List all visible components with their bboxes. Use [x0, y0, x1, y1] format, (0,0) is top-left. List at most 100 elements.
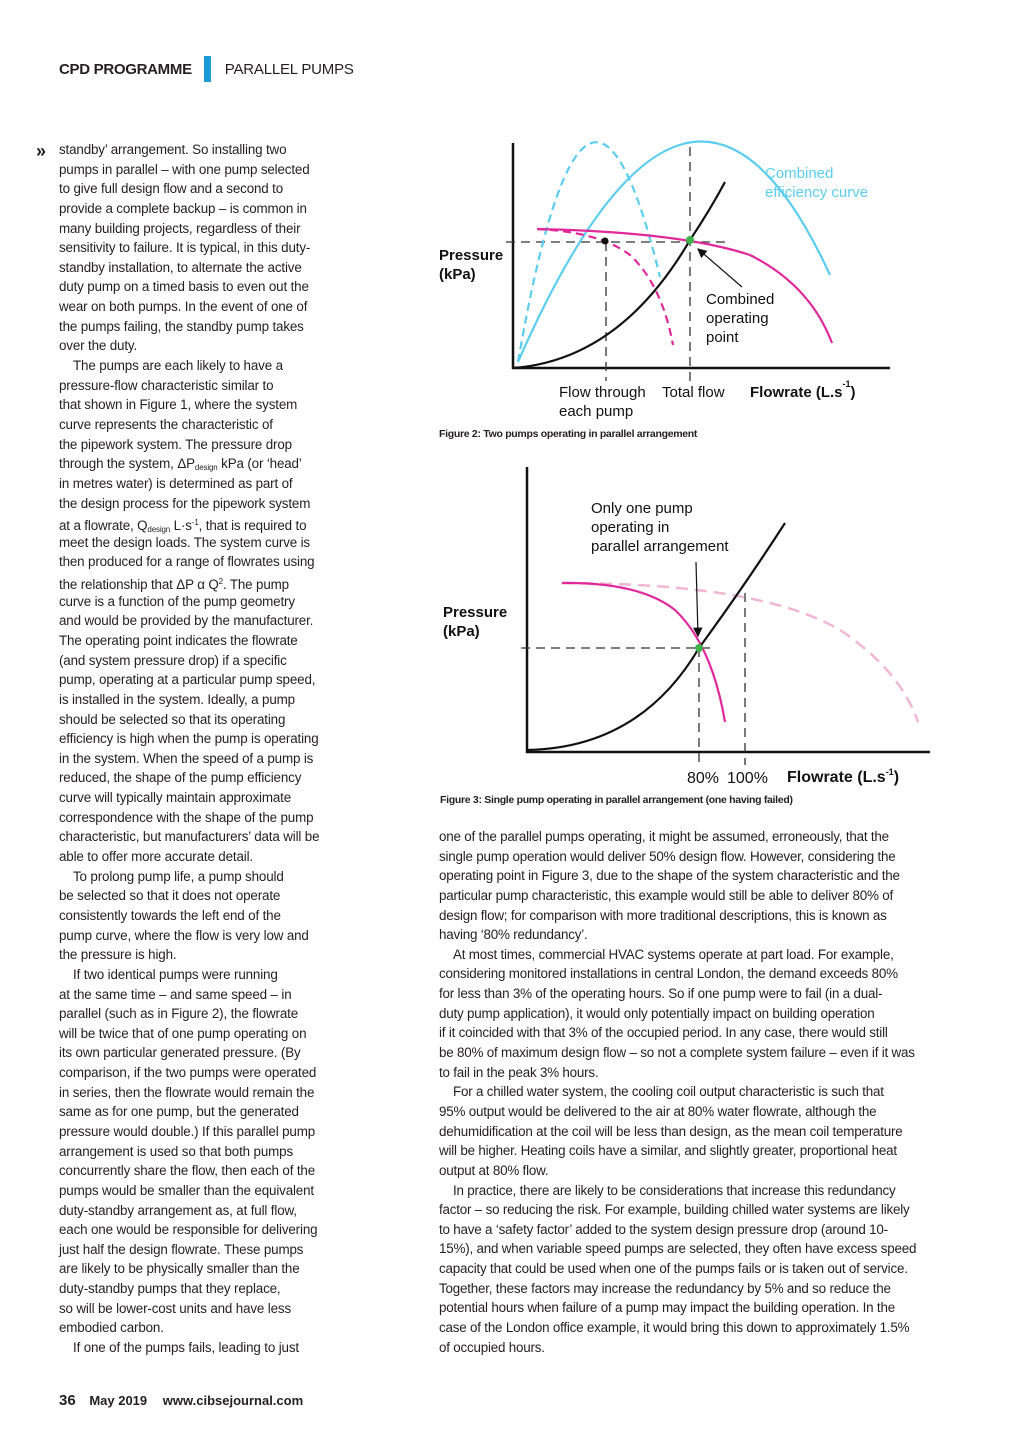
- figure-2-caption: Figure 2: Two pumps operating in paralle…: [439, 428, 698, 440]
- text-fragment: at a flowrate, Q: [59, 518, 148, 534]
- text-fragment: sensitivity to failure. It is typical, i…: [59, 240, 311, 256]
- text-fragment: efficiency is high when the pump is oper…: [59, 731, 319, 747]
- section-label: CPD PROGRAMME: [59, 60, 192, 78]
- text-line: If one of the pumps fails, leading to ju…: [73, 1338, 299, 1357]
- text-fragment: characteristic, but manufacturers’ data …: [59, 829, 320, 845]
- text-line: duty-standby pumps that they replace,: [59, 1279, 281, 1298]
- text-fragment: if it coincided with that 3% of the occu…: [439, 1025, 888, 1041]
- text-fragment: embodied carbon.: [59, 1320, 164, 1336]
- text-fragment: (and system pressure drop) if a specific: [59, 652, 287, 668]
- text-fragment: To prolong pump life, a pump should: [73, 868, 284, 884]
- combined-pump-curve: [536, 227, 834, 344]
- text-fragment: operating point in Figure 3, due to the …: [439, 868, 900, 884]
- text-fragment: for less than 3% of the operating hours.…: [439, 986, 883, 1002]
- text-line: to fail in the peak 3% hours.: [439, 1063, 599, 1082]
- figure-3-caption: Figure 3: Single pump operating in paral…: [440, 794, 793, 806]
- text-fragment: In practice, there are likely to be cons…: [453, 1182, 896, 1198]
- text-line: single pump operation would deliver 50% …: [439, 847, 896, 866]
- text-line: dehumidification at the coil will be les…: [439, 1122, 903, 1141]
- website-link[interactable]: www.cibsejournal.com: [162, 1393, 304, 1408]
- text-line: design flow; for comparison with more tr…: [439, 906, 887, 925]
- text-line: meet the design loads. The system curve …: [59, 533, 310, 552]
- text-line: 15%), and when variable speed pumps are …: [439, 1239, 916, 1258]
- text-line: the pumps failing, the standby pump take…: [59, 317, 304, 336]
- single-pump-point: [601, 237, 609, 245]
- page-footer: 36 May 2019 www.cibsejournal.com: [59, 1392, 303, 1409]
- text-fragment: The pumps are each likely to have a: [73, 358, 283, 374]
- text-fragment: be 80% of maximum design flow – so not a…: [439, 1045, 915, 1061]
- text-line: For a chilled water system, the cooling …: [453, 1082, 884, 1101]
- annotation-label: Only one pump operating in parallel arrang…: [591, 500, 729, 555]
- text-line: if it coincided with that 3% of the occu…: [439, 1023, 888, 1042]
- tick-100: 100%: [727, 770, 768, 787]
- text-line: consistently towards the left end of the: [59, 906, 281, 925]
- text-line: pressure-flow characteristic similar to: [59, 376, 274, 395]
- single-pump-efficiency-curve: [516, 141, 662, 363]
- text-line: many building projects, regardless of th…: [59, 219, 301, 238]
- text-fragment: factor – so reducing the risk. For examp…: [439, 1202, 910, 1218]
- text-fragment: capacity that could be used when one of …: [439, 1261, 908, 1277]
- text-fragment: one of the parallel pumps operating, it …: [439, 829, 889, 844]
- text-fragment: so will be lower-cost units and have les…: [59, 1300, 292, 1316]
- text-line: pressure would double.) If this parallel…: [59, 1122, 315, 1141]
- text-line: so will be lower-cost units and have les…: [59, 1299, 291, 1318]
- text-fragment: each one would be responsible for delive…: [59, 1222, 318, 1238]
- text-line: the pipework system. The pressure drop: [59, 435, 292, 454]
- text-fragment: pressure would double.) If this parallel…: [59, 1124, 315, 1139]
- tick-80: 80%: [687, 770, 719, 787]
- text-fragment: . The pump: [222, 577, 289, 593]
- text-line: at the same time – and same speed – in: [59, 985, 292, 1004]
- text-line: its own particular generated pressure. (…: [59, 1043, 301, 1062]
- text-fragment: The operating point indicates the flowra…: [59, 633, 298, 648]
- text-line: curve will typically maintain approximat…: [59, 788, 291, 807]
- text-fragment: in the system. When the speed of a pump …: [59, 750, 314, 766]
- text-fragment: is installed in the system. Ideally, a p…: [59, 691, 295, 707]
- text-fragment: its own particular generated pressure. (…: [59, 1045, 301, 1061]
- text-fragment: through the system, ΔP: [59, 456, 195, 472]
- text-line: in series, then the flowrate would remai…: [59, 1083, 314, 1102]
- annotation-arrow: [692, 561, 703, 638]
- text-line: be selected so that it does not operate: [59, 886, 280, 905]
- single-pump-operating-point: [695, 644, 703, 652]
- text-line: comparison, if the two pumps were operat…: [59, 1063, 316, 1082]
- text-fragment: are likely to be physically smaller than…: [59, 1261, 300, 1277]
- text-line: standby installation, to alternate the a…: [59, 258, 302, 277]
- text-fragment: the pumps failing, the standby pump take…: [59, 318, 304, 334]
- text-fragment: wear on both pumps. In the event of one …: [59, 299, 308, 315]
- text-fragment: will be higher. Heating coils have a sim…: [439, 1143, 897, 1159]
- text-fragment: curve will typically maintain approximat…: [59, 790, 291, 806]
- text-fragment: 95% output would be delivered to the air…: [439, 1103, 877, 1119]
- text-fragment: particular pump characteristic, this exa…: [439, 887, 893, 903]
- text-fragment: design: [194, 463, 218, 473]
- text-line: curve is a function of the pump geometry: [59, 592, 295, 611]
- text-line: be 80% of maximum design flow – so not a…: [439, 1043, 915, 1062]
- double-chevron-right-icon: »: [36, 141, 47, 161]
- text-line: and would be provided by the manufacture…: [59, 611, 313, 630]
- figures: Combined efficiency curve Pressure (kPa) C…: [439, 140, 930, 806]
- text-fragment: curve represents the characteristic of: [59, 416, 273, 432]
- text-line: to have a ‘safety factor’ added to the s…: [439, 1220, 888, 1239]
- text-fragment: to have a ‘safety factor’ added to the s…: [439, 1221, 888, 1237]
- y-axis-label: Pressure (kPa): [443, 604, 507, 640]
- text-fragment: reduced, the shape of the pump efficienc…: [59, 770, 302, 786]
- x-axis-label: Flowrate (L.s-1): [750, 379, 856, 401]
- text-fragment: able to offer more accurate detail.: [59, 849, 253, 865]
- text-line: pump, operating at a particular pump spe…: [59, 670, 315, 689]
- text-line: the pressure is high.: [59, 945, 177, 964]
- text-fragment: 2: [218, 577, 223, 587]
- text-fragment: meet the design loads. The system curve …: [59, 534, 310, 550]
- text-line: wear on both pumps. In the event of one …: [59, 297, 307, 316]
- text-line: for less than 3% of the operating hours.…: [439, 984, 882, 1003]
- flow-each-pump-label: Flow through each pump: [559, 384, 646, 420]
- text-line: factor – so reducing the risk. For examp…: [439, 1200, 910, 1219]
- text-fragment: design flow; for comparison with more tr…: [439, 907, 887, 923]
- running-header: CPD PROGRAMME PARALLEL PUMPS: [59, 56, 354, 82]
- text-line: duty-standby arrangement as, at full flo…: [59, 1201, 297, 1220]
- text-fragment: the pressure is high.: [59, 947, 177, 963]
- text-line: output at 80% flow.: [439, 1161, 549, 1180]
- text-line: (and system pressure drop) if a specific: [59, 651, 287, 670]
- system-curve: [526, 522, 786, 752]
- text-fragment: just half the design flowrate. These pum…: [59, 1241, 304, 1257]
- text-line: that shown in Figure 1, where the system: [59, 395, 297, 414]
- text-line: to give full design flow and a second to: [59, 179, 283, 198]
